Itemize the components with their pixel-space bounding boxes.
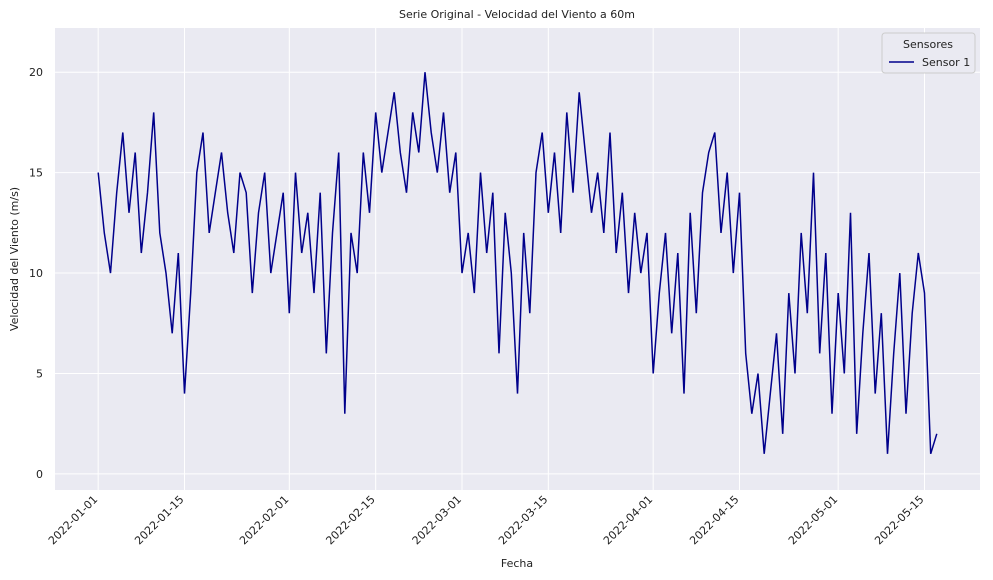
y-tick-label: 20 <box>29 66 43 79</box>
x-tick-label: 2022-01-01 <box>46 493 100 547</box>
y-axis-label: Velocidad del Viento (m/s) <box>8 187 21 331</box>
y-tick-label: 10 <box>29 267 43 280</box>
chart-title: Serie Original - Velocidad del Viento a … <box>399 8 635 21</box>
legend-title: Sensores <box>903 38 953 51</box>
y-tick-label: 0 <box>36 468 43 481</box>
plot-area <box>55 28 980 490</box>
x-tick-label: 2022-02-15 <box>323 493 377 547</box>
y-tick-label: 15 <box>29 167 43 180</box>
x-tick-label: 2022-05-15 <box>872 493 926 547</box>
x-tick-label: 2022-05-01 <box>786 493 840 547</box>
x-tick-label: 2022-03-01 <box>410 493 464 547</box>
x-tick-label: 2022-03-15 <box>496 493 550 547</box>
y-tick-label: 5 <box>36 367 43 380</box>
x-tick-label: 2022-02-01 <box>237 493 291 547</box>
legend-label: Sensor 1 <box>922 56 970 69</box>
x-tick-label: 2022-01-15 <box>132 493 186 547</box>
x-tick-label: 2022-04-15 <box>687 493 741 547</box>
x-tick-label: 2022-04-01 <box>601 493 655 547</box>
data-line <box>97 72 938 455</box>
x-axis-label: Fecha <box>501 557 533 570</box>
legend: Sensores Sensor 1 <box>881 32 976 74</box>
legend-box <box>881 32 976 74</box>
